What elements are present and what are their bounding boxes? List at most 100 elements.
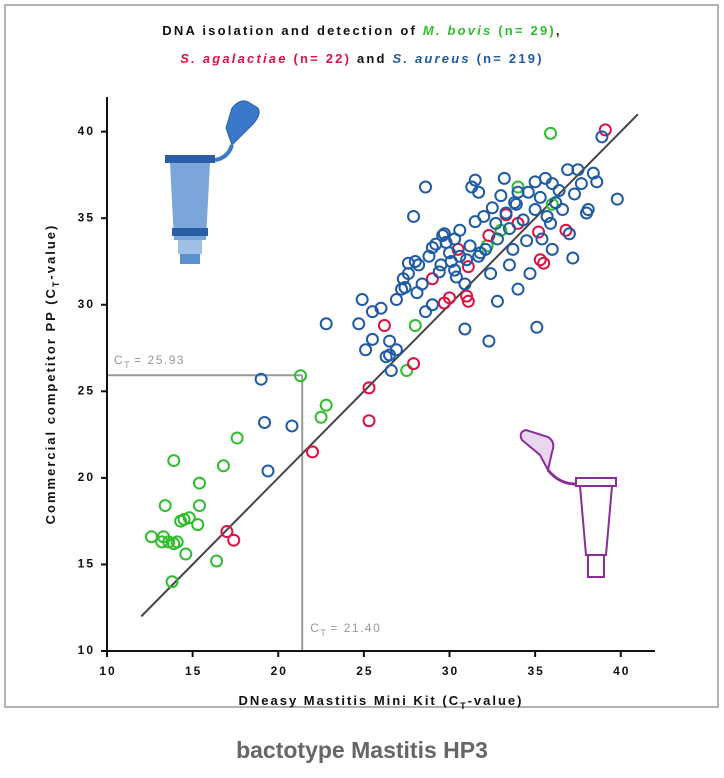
data-point [407,209,421,223]
data-point [415,277,429,291]
data-point [482,334,496,348]
y-tick-label: 40 [78,124,95,138]
data-point [509,197,523,211]
data-point [383,334,397,348]
y-tick-label: 25 [78,383,95,397]
data-point [535,232,549,246]
xlabel-text: -value) [468,693,524,708]
column-icon-purple [519,428,617,578]
column-icon-blue [165,100,260,264]
data-point [544,216,558,230]
data-point [523,267,537,281]
title-part: DNA isolation and detection of [162,23,423,38]
data-point [544,126,558,140]
frame [4,4,719,708]
data-point [230,431,244,445]
title-part: (n= 29) [492,23,555,38]
data-point [453,249,467,263]
data-point [533,190,547,204]
data-point [497,171,511,185]
title-part: (n= 219) [471,51,544,66]
data-point [568,187,582,201]
data-point [484,267,498,281]
data-point [472,185,486,199]
data-point [458,277,472,291]
x-tick-label: 10 [99,664,116,678]
y-tick-label: 10 [78,643,95,657]
data-point [170,535,184,549]
data-point [419,180,433,194]
data-point [374,301,388,315]
data-point [549,196,563,210]
x-tick-label: 25 [356,664,373,678]
data-point [384,364,398,378]
ylabel-text: -value) [43,224,58,280]
data-point [566,251,580,265]
y-tick-label: 15 [78,557,95,571]
ct-symbol: C [310,621,320,635]
data-point [227,533,241,547]
reference-value: 21.40 [344,621,382,635]
data-point [502,258,516,272]
data-point [521,185,535,199]
xlabel-text: DNeasy Mastitis Mini Kit (C [239,693,461,708]
data-point [511,282,525,296]
title-part: and [351,51,392,66]
data-point [571,163,585,177]
data-point [485,201,499,215]
y-tick-label: 35 [78,210,95,224]
data-point [511,180,525,194]
xlabel-subscript: T [460,701,468,711]
data-point [425,272,439,286]
ct-subscript: T [124,361,131,371]
data-point [494,189,508,203]
data-point [530,320,544,334]
footer: bactotype Mastitis HP3 [236,737,488,763]
data-point [473,246,487,260]
data-point [461,294,475,308]
ct-symbol: C [114,353,124,367]
reference-label: CT = 25.93 [114,353,185,370]
data-point [377,319,391,333]
xlabel-label: DNeasy Mastitis Mini Kit (CT-value) [239,693,524,711]
y-tick-label: 30 [78,297,95,311]
data-point [489,216,503,230]
data-point [210,554,224,568]
data-point [506,242,520,256]
data-point [294,369,308,383]
data-point [562,227,576,241]
data-point [408,319,422,333]
data-point [182,511,196,525]
data-point [490,294,504,308]
data-point [179,547,193,561]
data-point [216,459,230,473]
data-point [362,381,376,395]
data-point [453,223,467,237]
title-part: (n= 22) [288,51,351,66]
title-part: M. bovis [423,23,493,38]
data-point [412,258,426,272]
data-point [598,123,612,137]
data-point [261,464,275,478]
data-point [508,196,522,210]
x-tick-label: 30 [442,664,459,678]
data-point [165,575,179,589]
data-point [319,317,333,331]
data-point [254,372,268,386]
data-point [365,332,379,346]
data-point [552,183,566,197]
data-point [581,203,595,217]
data-point [537,256,551,270]
data-point [516,213,530,227]
ylabel-text: Commercial competitor PP (C [43,287,58,524]
data-point [468,173,482,187]
ct-subscript: T [320,628,327,638]
data-point [314,410,328,424]
title-part: S. agalactiae [180,51,287,66]
data-point [220,525,234,539]
data-point [389,293,403,307]
data-point [545,242,559,256]
title-part: , [556,23,562,38]
data-point [258,415,272,429]
data-point [520,234,534,248]
